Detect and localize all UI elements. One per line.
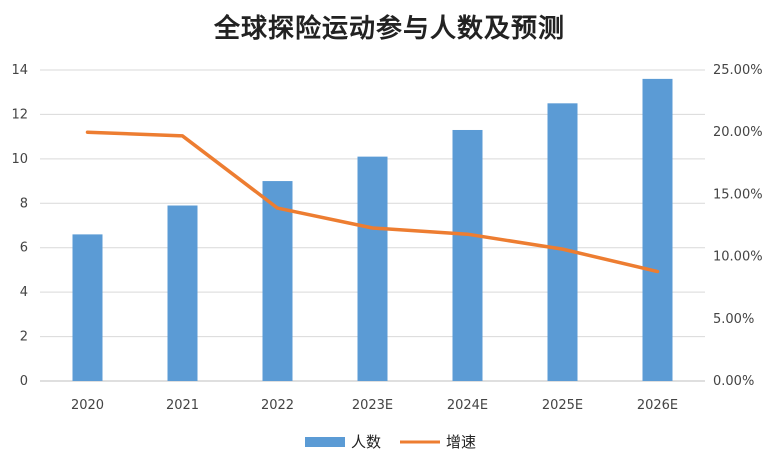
x-axis: 2020 2021 2022 2023E 2024E 2025E 2026E	[71, 398, 678, 413]
left-y-tick-label: 4	[20, 285, 28, 300]
line-series	[85, 130, 660, 274]
right-y-tick-label: 5.00%	[713, 312, 754, 327]
bar	[547, 103, 578, 382]
bar	[452, 129, 483, 381]
x-tick-label: 2021	[166, 398, 199, 413]
bar	[642, 78, 673, 381]
right-y-tick-label: 15.00%	[713, 187, 763, 202]
legend-label-line: 增速	[446, 433, 476, 451]
left-y-tick-label: 0	[20, 374, 28, 389]
left-y-tick-label: 8	[20, 196, 28, 211]
bar-series	[72, 78, 673, 382]
chart-title: 全球探险运动参与人数及预测	[213, 14, 565, 44]
left-y-axis: 0 2 4 6 8 10 12 14	[11, 63, 28, 389]
x-tick-label: 2024E	[447, 398, 488, 413]
left-y-tick-label: 10	[11, 152, 28, 167]
x-tick-label: 2022	[261, 398, 294, 413]
x-tick-label: 2026E	[637, 398, 678, 413]
left-y-tick-label: 14	[11, 63, 28, 78]
legend-label-bar: 人数	[351, 433, 381, 451]
left-y-tick-label: 6	[20, 241, 28, 256]
bar	[262, 181, 293, 381]
x-tick-label: 2023E	[352, 398, 393, 413]
bar	[72, 234, 103, 381]
right-y-axis: 0.00% 5.00% 10.00% 15.00% 20.00% 25.00%	[713, 63, 763, 389]
growth-line	[85, 130, 660, 274]
left-y-tick-label: 2	[20, 330, 28, 345]
bar	[357, 156, 388, 381]
bar	[167, 205, 198, 381]
right-y-tick-label: 20.00%	[713, 125, 763, 140]
x-tick-label: 2020	[71, 398, 104, 413]
right-y-tick-label: 25.00%	[713, 63, 763, 78]
legend-swatch-bar	[305, 437, 345, 447]
right-y-tick-label: 0.00%	[713, 374, 754, 389]
x-tick-label: 2025E	[542, 398, 583, 413]
right-y-tick-label: 10.00%	[713, 250, 763, 265]
left-y-tick-label: 12	[11, 107, 28, 122]
legend: 人数 增速	[305, 433, 476, 451]
